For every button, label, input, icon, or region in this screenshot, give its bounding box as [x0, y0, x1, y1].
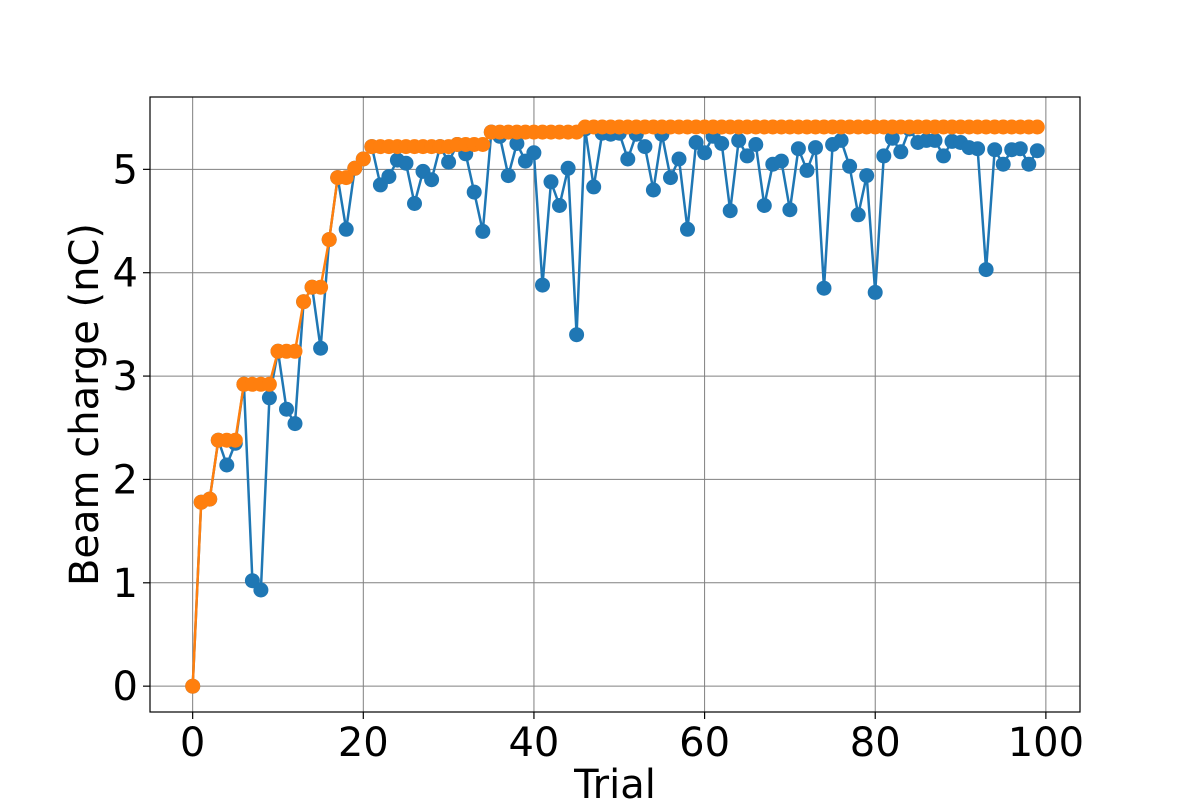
data-point	[313, 279, 329, 295]
y-tick-label: 3	[113, 354, 138, 400]
data-point	[637, 139, 653, 155]
data-point	[1029, 119, 1045, 135]
data-point	[731, 132, 747, 148]
data-point	[927, 132, 943, 148]
axis-ticks: 0 20 40 60 80 100 0 1 2 3 4 5	[113, 147, 1085, 766]
y-tick-label: 0	[113, 664, 138, 710]
x-tick-label: 40	[508, 720, 559, 766]
series-2	[185, 119, 1045, 694]
data-point	[663, 170, 678, 186]
data-point	[884, 130, 900, 146]
data-point	[552, 198, 567, 213]
data-point	[748, 137, 764, 152]
data-point	[722, 203, 738, 219]
data-point	[466, 184, 482, 200]
data-point	[688, 135, 704, 150]
data-point	[799, 162, 815, 178]
x-axis-label: Trial	[573, 762, 656, 800]
data-point	[842, 158, 858, 174]
data-point	[756, 198, 772, 213]
data-point	[441, 154, 457, 170]
data-point	[296, 294, 312, 310]
y-axis-label: Beam charge (nC)	[62, 223, 108, 586]
plot-area-frame	[149, 96, 1081, 713]
data-point	[543, 174, 559, 190]
series-line	[191, 125, 1038, 687]
data-point	[714, 136, 730, 151]
data-point	[287, 343, 303, 359]
data-point	[560, 160, 576, 176]
data-point	[381, 169, 397, 185]
x-tick-label: 60	[679, 720, 730, 766]
data-point	[185, 678, 201, 694]
data-point	[407, 196, 422, 211]
data-point	[970, 141, 986, 157]
data-point	[680, 221, 695, 237]
data-point	[671, 151, 687, 167]
y-tick-label: 2	[113, 457, 138, 503]
data-point	[739, 148, 755, 164]
data-point	[645, 182, 661, 198]
data-point	[995, 156, 1011, 172]
data-point	[535, 277, 550, 293]
grid-lines	[150, 97, 1080, 712]
data-point	[321, 232, 337, 248]
data-point	[227, 432, 243, 448]
data-point	[202, 491, 218, 507]
data-point	[1021, 156, 1037, 172]
data-point	[261, 376, 277, 392]
data-point	[816, 280, 832, 296]
y-tick-label: 5	[113, 147, 138, 193]
data-point	[569, 327, 585, 343]
x-tick-label: 0	[180, 720, 205, 766]
data-point	[859, 168, 875, 184]
data-point	[987, 142, 1003, 158]
data-point	[355, 151, 371, 167]
data-point	[398, 155, 414, 171]
data-point	[620, 151, 636, 167]
data-point	[850, 207, 866, 223]
data-point	[261, 390, 277, 406]
x-tick-label: 100	[1008, 720, 1084, 766]
data-point	[500, 168, 516, 184]
data-point	[833, 132, 849, 148]
data-point	[773, 153, 789, 169]
data-point	[876, 148, 892, 164]
data-point	[1029, 143, 1045, 159]
series-line	[191, 127, 1039, 687]
data-point	[338, 221, 354, 237]
data-point	[219, 457, 235, 473]
y-tick-label: 4	[113, 251, 138, 297]
data-point	[509, 136, 525, 151]
data-point	[790, 141, 806, 157]
data-point	[424, 172, 440, 188]
data-point	[936, 148, 951, 164]
data-point	[978, 262, 994, 278]
data-point	[475, 223, 491, 239]
data-point	[697, 145, 713, 161]
series-1	[185, 121, 1045, 694]
data-point	[287, 416, 303, 432]
data-point	[313, 340, 329, 356]
x-tick-label: 80	[850, 720, 901, 766]
data-point	[279, 401, 294, 417]
data-point	[867, 284, 883, 300]
data-point	[893, 144, 909, 160]
data-point	[782, 202, 798, 218]
data-point	[808, 140, 823, 156]
y-tick-label: 1	[113, 561, 138, 607]
data-point	[586, 179, 602, 195]
data-point	[526, 145, 542, 161]
data-point	[1012, 141, 1028, 157]
data-point	[253, 582, 269, 598]
data-point	[475, 137, 491, 152]
x-tick-label: 20	[338, 720, 389, 766]
plot-series	[185, 119, 1045, 694]
